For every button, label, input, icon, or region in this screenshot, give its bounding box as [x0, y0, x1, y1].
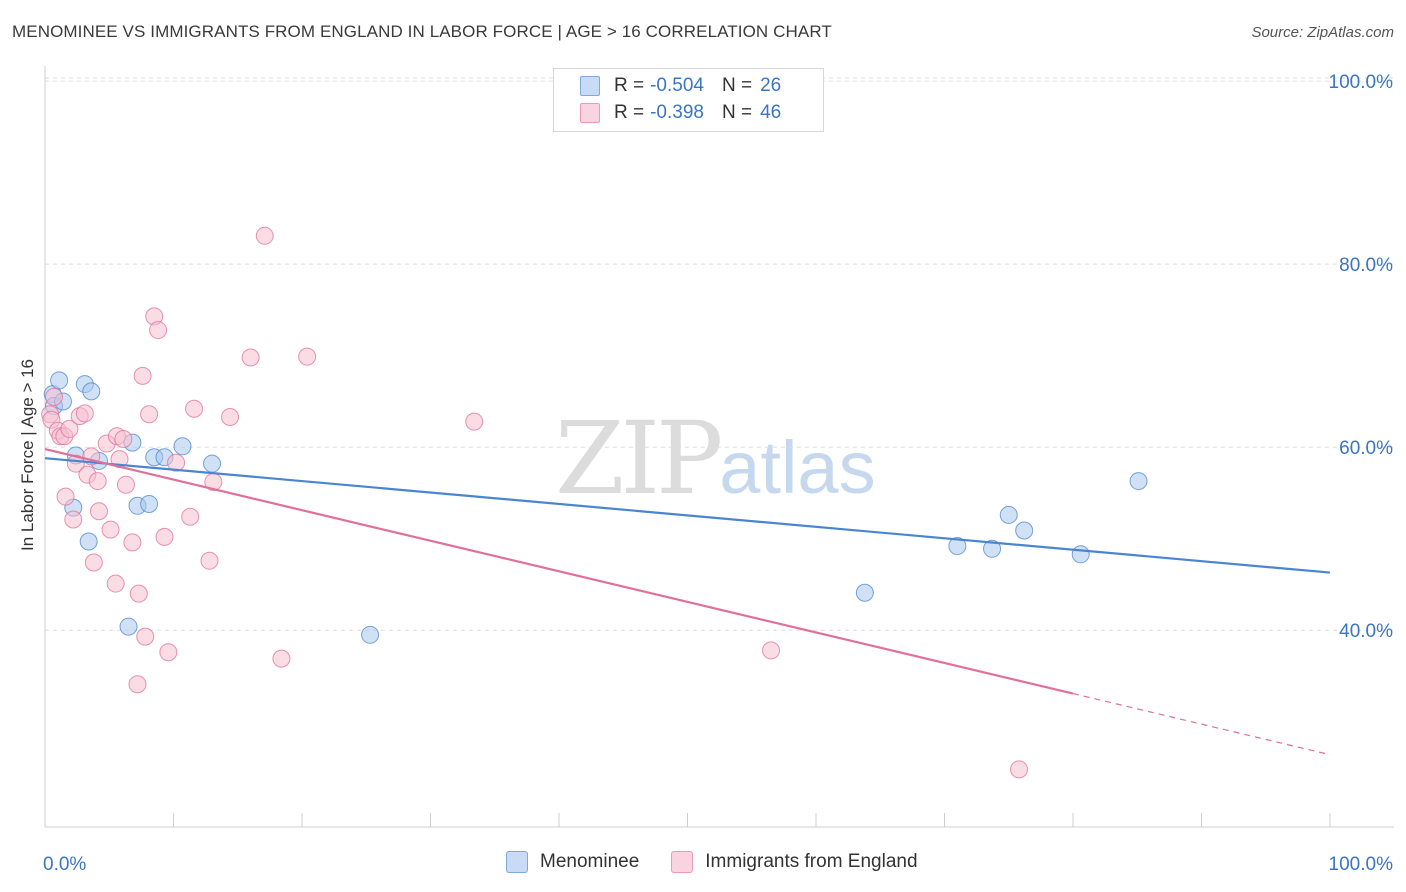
stats-legend: R = -0.504 N = 26 R = -0.398 N = 46: [553, 68, 824, 132]
menominee-point: [948, 537, 967, 556]
england-point: [167, 453, 186, 472]
england-point: [241, 348, 260, 367]
y-tick-label: 60.0%: [1339, 438, 1393, 459]
n-value: 26: [760, 75, 782, 96]
menominee-point: [1129, 472, 1148, 491]
r-value: -0.398: [650, 102, 704, 123]
n-label: N =: [721, 102, 753, 123]
england-point: [133, 366, 152, 385]
watermark: ZIPatlas: [555, 400, 876, 517]
r-value: -0.504: [650, 75, 704, 96]
menominee-point: [173, 437, 192, 456]
england-point: [149, 321, 168, 340]
menominee-point: [1071, 545, 1090, 564]
england-point: [64, 510, 83, 529]
menominee-point: [1015, 521, 1034, 540]
england-point: [136, 627, 155, 646]
england-point: [84, 553, 103, 572]
menominee-legend-swatch: [506, 851, 528, 873]
stats-row-menominee: R = -0.504 N = 26: [580, 74, 781, 98]
england-point: [60, 419, 79, 438]
england-trend-line: [44, 447, 1074, 695]
menominee-point: [983, 539, 1002, 558]
legend-label: Immigrants from England: [705, 851, 918, 872]
menominee-trend-line: [44, 457, 1331, 574]
watermark-atlas: atlas: [719, 426, 876, 509]
england-point: [106, 574, 125, 593]
menominee-point: [999, 505, 1018, 524]
series-legend: Menominee Immigrants from England: [506, 851, 950, 873]
england-point: [159, 643, 178, 662]
y-axis-label: In Labor Force | Age > 16: [18, 358, 37, 552]
england-point: [298, 347, 317, 366]
england-point: [44, 387, 63, 406]
england-point: [114, 429, 133, 448]
england-point: [140, 405, 159, 424]
legend-item-menominee[interactable]: Menominee: [506, 851, 639, 873]
r-label: R =: [614, 102, 645, 123]
legend-label: Menominee: [540, 851, 640, 872]
menominee-point: [50, 371, 69, 390]
england-point: [56, 487, 75, 506]
england-swatch: [580, 103, 600, 123]
england-point: [123, 533, 142, 552]
source-credit: Source: ZipAtlas.com: [1251, 24, 1394, 41]
england-legend-swatch: [671, 851, 694, 873]
england-point: [101, 520, 120, 539]
england-point: [75, 404, 94, 423]
menominee-point: [855, 583, 874, 602]
england-point: [66, 454, 85, 473]
chart-title: MENOMINEE VS IMMIGRANTS FROM ENGLAND IN …: [12, 22, 832, 41]
england-point: [129, 584, 148, 603]
y-tick-label: 40.0%: [1339, 621, 1393, 642]
x-tick-label: 100.0%: [1329, 854, 1394, 875]
n-label: N =: [721, 75, 753, 96]
england-point: [200, 551, 219, 570]
england-point: [128, 675, 147, 694]
menominee-point: [79, 532, 98, 551]
legend-item-england[interactable]: Immigrants from England: [671, 851, 918, 873]
menominee-point: [203, 454, 222, 473]
england-point: [221, 408, 240, 427]
y-tick-label: 80.0%: [1339, 255, 1393, 276]
england-point: [88, 472, 107, 491]
england-point: [116, 475, 135, 494]
menominee-point: [119, 617, 138, 636]
england-point: [465, 412, 484, 431]
r-label: R =: [614, 75, 645, 96]
menominee-point: [82, 382, 101, 401]
x-tick-label: 0.0%: [43, 854, 86, 875]
menominee-swatch: [580, 76, 600, 96]
england-point: [255, 226, 274, 245]
england-point: [272, 649, 291, 668]
england-point: [155, 527, 174, 546]
england-trend-line-extension: [1072, 692, 1331, 756]
watermark-zip: ZIP: [555, 400, 723, 517]
england-point: [185, 399, 204, 418]
stats-row-england: R = -0.398 N = 46: [580, 101, 781, 125]
menominee-point: [361, 625, 380, 644]
england-point: [181, 507, 200, 526]
menominee-point: [140, 494, 159, 513]
england-point: [89, 502, 108, 521]
n-value: 46: [760, 102, 782, 123]
england-point: [1010, 760, 1029, 779]
england-point: [762, 641, 781, 660]
y-tick-label: 100.0%: [1329, 72, 1394, 93]
